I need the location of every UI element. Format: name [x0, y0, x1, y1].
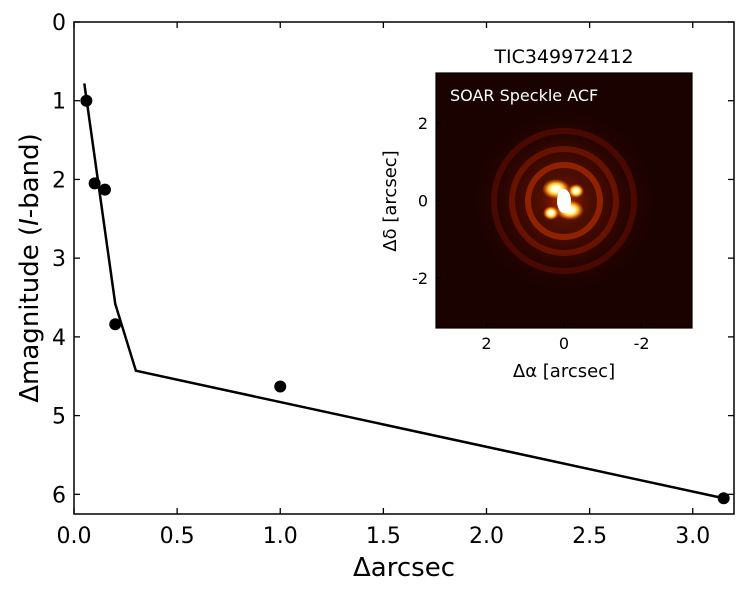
inset-label: SOAR Speckle ACF [450, 86, 598, 105]
data-point [98, 183, 111, 196]
inset-y-axis-title: Δδ [arcsec] [380, 150, 401, 251]
data-point [717, 492, 730, 505]
x-tick-label: 1.0 [263, 524, 298, 549]
y-tick-label: 6 [52, 483, 66, 508]
x-tick-label: 0.0 [57, 524, 92, 549]
y-axis-title-italic: I [15, 218, 45, 226]
y-tick-label: 5 [52, 405, 66, 430]
data-point [80, 94, 93, 107]
inset-x-tick-label: 2 [481, 334, 491, 353]
inset-x-tick-label: -2 [634, 334, 650, 353]
inset-x-axis-title: Δα [arcsec] [513, 361, 615, 382]
y-axis-title-prefix: Δmagnitude ( [15, 226, 45, 403]
inset-y-tick-label: 0 [418, 192, 428, 211]
inset-peak-upper-right [568, 184, 584, 198]
y-tick-label: 0 [52, 11, 66, 36]
y-tick-label: 1 [52, 90, 66, 115]
x-tick-label: 0.5 [160, 524, 195, 549]
data-point [274, 380, 287, 393]
x-tick-label: 1.5 [366, 524, 401, 549]
x-tick-label: 3.0 [675, 524, 710, 549]
inset-peak-lower-left [543, 206, 559, 220]
main-plot-frame [73, 21, 735, 515]
data-point [109, 318, 122, 331]
inset-central-peak [557, 189, 571, 213]
y-tick-label: 2 [52, 168, 66, 193]
inset-ring-1 [491, 128, 637, 274]
inset-heatmap: 2 0 -2 -2 0 2 TIC349972412 SOAR Speckle ACF Δ… [380, 46, 693, 382]
x-tick-label: 2.0 [469, 524, 504, 549]
inset-ring-3 [525, 162, 603, 240]
y-axis-title-suffix: -band) [15, 133, 45, 218]
inset-x-tick-label: 0 [559, 334, 569, 353]
inset-title: TIC349972412 [493, 46, 633, 68]
y-axis-title: Δmagnitude (I-band) [15, 133, 45, 402]
y-tick-label: 4 [52, 326, 66, 351]
x-tick-label: 2.5 [572, 524, 607, 549]
x-axis-title: Δarcsec [353, 553, 455, 583]
contrast-curve-line [83, 83, 724, 500]
data-point [88, 177, 101, 190]
inset-y-tick-label: -2 [412, 269, 428, 288]
inset-ring-2 [509, 146, 619, 256]
y-tick-label: 3 [52, 247, 66, 272]
inset-y-tick-label: 2 [418, 114, 428, 133]
